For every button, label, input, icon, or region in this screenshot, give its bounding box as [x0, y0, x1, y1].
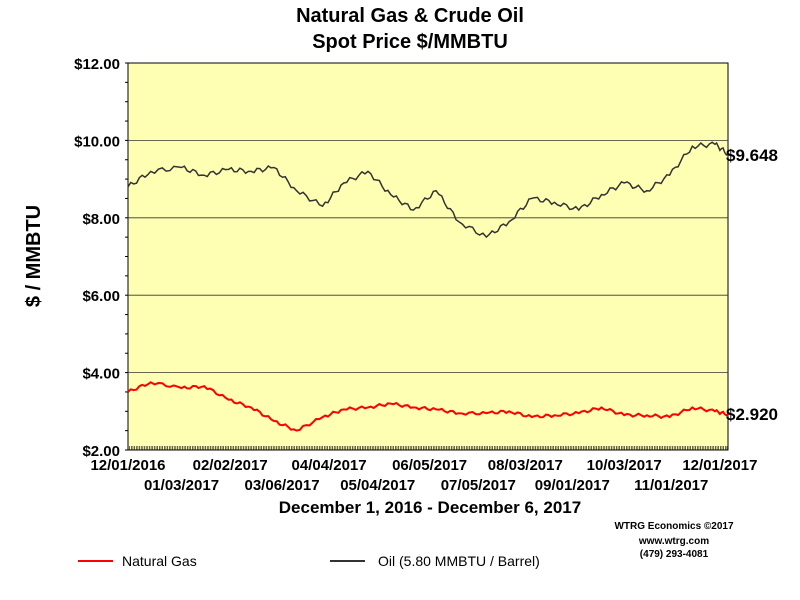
y-tick-label: $6.00: [82, 288, 120, 305]
plot-area: [127, 62, 729, 451]
legend-oil-label: Oil (5.80 MMBTU / Barrel): [378, 553, 540, 569]
x-tick-labels: 12/01/2016 02/02/2017 04/04/2017 06/05/2017…: [90, 457, 757, 494]
gas-series-line: [127, 381, 729, 432]
x-tick-label: 11/01/2017: [634, 477, 708, 494]
x-tick-label: 09/01/2017: [535, 477, 610, 494]
x-axis-label: December 1, 2016 - December 6, 2017: [279, 498, 581, 517]
chart-title: Natural Gas & Crude Oil: [296, 5, 524, 27]
x-tick-label: 05/04/2017: [340, 477, 415, 494]
x-tick-label: 07/05/2017: [441, 477, 516, 494]
grid-lines: [125, 62, 728, 451]
x-tick-label: 03/06/2017: [245, 477, 320, 494]
credit-line-2: www.wtrg.com: [638, 536, 709, 547]
x-tick-label: 10/03/2017: [587, 457, 662, 474]
y-tick-label: $4.00: [82, 366, 120, 383]
oil-end-label: $9.648: [726, 146, 778, 165]
y-tick-label: $8.00: [82, 211, 120, 228]
gas-end-label: $2.920: [726, 405, 778, 424]
y-tick-label: $10.00: [74, 133, 120, 150]
y-tick-label: $2.00: [82, 443, 120, 460]
x-tick-label: 04/04/2017: [292, 457, 367, 474]
y-tick-label: $12.00: [74, 56, 120, 73]
y-tick-labels: $2.00 $4.00 $6.00 $8.00 $10.00 $12.00: [74, 56, 120, 460]
x-tick-label: 02/02/2017: [193, 457, 268, 474]
legend-gas-label: Natural Gas: [122, 553, 197, 569]
x-tick-label: 12/01/2017: [682, 457, 757, 474]
credit-line-3: (479) 293-4081: [640, 549, 709, 560]
x-tick-label: 01/03/2017: [144, 477, 219, 494]
x-tick-label: 08/03/2017: [488, 457, 563, 474]
x-tick-label: 06/05/2017: [392, 457, 467, 474]
y-axis-label: $ / MMBTU: [23, 205, 45, 307]
x-tick-label: 12/01/2016: [90, 457, 165, 474]
x-tick-marks: [127, 446, 728, 450]
credit-line-1: WTRG Economics ©2017: [614, 521, 734, 532]
chart-subtitle: Spot Price $/MMBTU: [312, 31, 508, 53]
oil-series-line: [127, 141, 729, 239]
